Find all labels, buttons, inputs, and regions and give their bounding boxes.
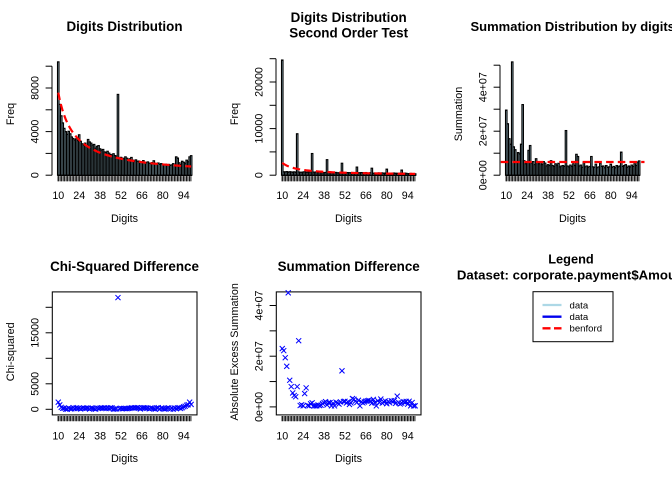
- svg-text:94: 94: [402, 190, 414, 202]
- svg-text:Digits Distribution: Digits Distribution: [291, 10, 407, 25]
- svg-text:24: 24: [73, 190, 85, 202]
- svg-text:80: 80: [381, 190, 393, 202]
- svg-text:66: 66: [584, 190, 596, 202]
- svg-text:66: 66: [136, 190, 148, 202]
- svg-text:benford: benford: [570, 324, 603, 335]
- svg-text:80: 80: [605, 190, 617, 202]
- svg-text:2e+07: 2e+07: [254, 341, 266, 371]
- svg-text:52: 52: [563, 190, 575, 202]
- svg-text:4e+07: 4e+07: [254, 290, 266, 320]
- svg-text:80: 80: [157, 430, 169, 442]
- svg-text:10: 10: [276, 430, 288, 442]
- svg-text:66: 66: [360, 430, 372, 442]
- svg-text:Freq: Freq: [5, 103, 17, 125]
- svg-text:Summation: Summation: [453, 87, 465, 142]
- svg-text:Digits: Digits: [111, 213, 139, 225]
- svg-text:Chi-Squared Difference: Chi-Squared Difference: [50, 259, 199, 274]
- svg-text:2e+07: 2e+07: [478, 116, 490, 146]
- svg-text:Digits: Digits: [335, 213, 363, 225]
- svg-text:Digits: Digits: [111, 453, 139, 465]
- svg-text:94: 94: [402, 430, 414, 442]
- svg-text:24: 24: [73, 430, 85, 442]
- svg-text:94: 94: [178, 430, 190, 442]
- svg-text:10: 10: [500, 190, 512, 202]
- svg-text:data: data: [570, 300, 589, 311]
- svg-text:52: 52: [115, 190, 127, 202]
- svg-text:Summation Difference: Summation Difference: [278, 259, 420, 274]
- svg-text:Dataset: corporate.payment$Amo: Dataset: corporate.payment$Amount: [457, 267, 672, 282]
- svg-text:0e+00: 0e+00: [478, 160, 490, 190]
- svg-text:Summation Distribution by digi: Summation Distribution by digits: [471, 19, 672, 34]
- svg-text:10: 10: [52, 190, 64, 202]
- svg-text:38: 38: [318, 430, 330, 442]
- svg-text:0: 0: [254, 172, 266, 178]
- svg-text:38: 38: [542, 190, 554, 202]
- svg-text:10000: 10000: [254, 114, 266, 144]
- svg-text:Absolute Excess Summation: Absolute Excess Summation: [229, 283, 241, 420]
- svg-text:94: 94: [626, 190, 638, 202]
- svg-text:94: 94: [178, 190, 190, 202]
- svg-text:24: 24: [521, 190, 533, 202]
- svg-text:38: 38: [94, 190, 106, 202]
- svg-text:15000: 15000: [30, 318, 42, 348]
- svg-text:0: 0: [30, 406, 42, 412]
- svg-text:4e+07: 4e+07: [478, 72, 490, 102]
- svg-text:Second Order Test: Second Order Test: [289, 26, 408, 41]
- svg-text:80: 80: [381, 430, 393, 442]
- svg-text:0e+00: 0e+00: [254, 392, 266, 422]
- svg-text:Freq: Freq: [229, 103, 241, 125]
- svg-text:10: 10: [276, 190, 288, 202]
- svg-text:52: 52: [115, 430, 127, 442]
- svg-text:66: 66: [360, 190, 372, 202]
- svg-text:Legend: Legend: [548, 251, 594, 266]
- svg-text:38: 38: [318, 190, 330, 202]
- svg-text:Chi-squared: Chi-squared: [5, 322, 17, 381]
- svg-text:52: 52: [339, 190, 351, 202]
- svg-text:8000: 8000: [30, 76, 42, 100]
- svg-text:Digits: Digits: [335, 453, 363, 465]
- svg-text:5000: 5000: [30, 372, 42, 396]
- svg-text:80: 80: [157, 190, 169, 202]
- svg-text:data: data: [570, 312, 589, 323]
- svg-text:24: 24: [297, 190, 309, 202]
- svg-text:20000: 20000: [254, 67, 266, 97]
- svg-text:24: 24: [297, 430, 309, 442]
- svg-text:52: 52: [339, 430, 351, 442]
- svg-text:38: 38: [94, 430, 106, 442]
- svg-text:10: 10: [52, 430, 64, 442]
- svg-text:Digits Distribution: Digits Distribution: [66, 19, 182, 34]
- svg-text:0: 0: [30, 172, 42, 178]
- svg-text:4000: 4000: [30, 120, 42, 144]
- svg-text:66: 66: [136, 430, 148, 442]
- svg-text:Digits: Digits: [559, 213, 587, 225]
